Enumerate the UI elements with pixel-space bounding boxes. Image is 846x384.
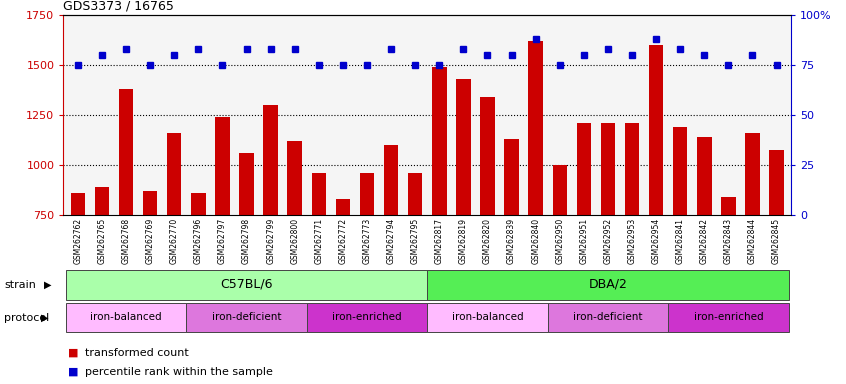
- Bar: [66, 270, 427, 300]
- Text: transformed count: transformed count: [85, 348, 189, 358]
- Bar: [427, 270, 788, 300]
- Bar: [186, 303, 307, 333]
- Text: strain: strain: [4, 280, 36, 290]
- Bar: [601, 123, 615, 215]
- Bar: [649, 45, 663, 215]
- Text: iron-balanced: iron-balanced: [91, 312, 162, 322]
- Text: iron-deficient: iron-deficient: [212, 312, 281, 322]
- Bar: [239, 153, 254, 215]
- Bar: [673, 127, 688, 215]
- Bar: [215, 117, 229, 215]
- Bar: [191, 193, 206, 215]
- Bar: [697, 137, 711, 215]
- Text: ■: ■: [68, 348, 78, 358]
- Bar: [336, 199, 350, 215]
- Text: iron-enriched: iron-enriched: [332, 312, 402, 322]
- Text: percentile rank within the sample: percentile rank within the sample: [85, 367, 272, 377]
- Bar: [547, 303, 668, 333]
- Bar: [529, 41, 543, 215]
- Text: ■: ■: [68, 367, 78, 377]
- Bar: [118, 89, 134, 215]
- Text: C57BL/6: C57BL/6: [220, 278, 272, 291]
- Bar: [71, 193, 85, 215]
- Text: protocol: protocol: [4, 313, 49, 323]
- Text: ▶: ▶: [44, 280, 52, 290]
- Bar: [384, 145, 398, 215]
- Bar: [307, 303, 427, 333]
- Text: DBA/2: DBA/2: [589, 278, 628, 291]
- Bar: [360, 173, 374, 215]
- Bar: [432, 67, 447, 215]
- Bar: [311, 173, 326, 215]
- Text: iron-enriched: iron-enriched: [694, 312, 763, 322]
- Bar: [288, 141, 302, 215]
- Bar: [143, 191, 157, 215]
- Bar: [408, 173, 422, 215]
- Bar: [427, 303, 547, 333]
- Bar: [668, 303, 788, 333]
- Bar: [263, 105, 277, 215]
- Bar: [504, 139, 519, 215]
- Bar: [769, 150, 783, 215]
- Text: ▶: ▶: [41, 313, 49, 323]
- Bar: [577, 123, 591, 215]
- Text: iron-deficient: iron-deficient: [574, 312, 643, 322]
- Bar: [625, 123, 640, 215]
- Bar: [66, 303, 186, 333]
- Bar: [552, 165, 567, 215]
- Bar: [95, 187, 109, 215]
- Bar: [481, 97, 495, 215]
- Text: GDS3373 / 16765: GDS3373 / 16765: [63, 0, 174, 13]
- Bar: [721, 197, 736, 215]
- Bar: [456, 79, 470, 215]
- Text: iron-balanced: iron-balanced: [452, 312, 524, 322]
- Bar: [167, 133, 182, 215]
- Bar: [745, 133, 760, 215]
